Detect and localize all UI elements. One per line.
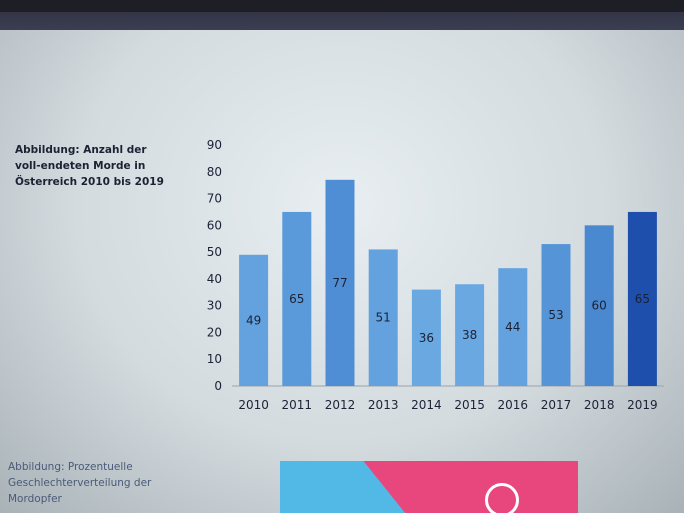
data-label-2018: 60 bbox=[592, 299, 607, 313]
data-label-2016: 44 bbox=[505, 320, 520, 334]
y-tick-label: 60 bbox=[207, 218, 222, 232]
x-tick-label: 2013 bbox=[368, 398, 399, 412]
graphic-pink-area bbox=[363, 461, 578, 513]
x-tick-label: 2011 bbox=[282, 398, 313, 412]
data-label-2013: 51 bbox=[376, 311, 391, 325]
y-tick-label: 20 bbox=[207, 325, 222, 339]
bar-2018 bbox=[584, 225, 614, 386]
top-band bbox=[0, 0, 684, 12]
bar-2010 bbox=[239, 254, 269, 386]
x-tick-label: 2015 bbox=[454, 398, 485, 412]
gender-distribution-graphic bbox=[280, 461, 578, 513]
y-tick-label: 90 bbox=[207, 138, 222, 152]
bar-2015 bbox=[455, 284, 485, 386]
data-label-2012: 77 bbox=[332, 276, 347, 290]
female-symbol-icon bbox=[485, 483, 519, 513]
second-chart-caption: Abbildung: Prozentuelle Geschlechtervert… bbox=[8, 461, 152, 505]
y-tick-label: 80 bbox=[207, 165, 222, 179]
data-label-2011: 65 bbox=[289, 292, 304, 306]
x-tick-label: 2018 bbox=[584, 398, 615, 412]
data-label-2010: 49 bbox=[246, 313, 261, 327]
bar-2019 bbox=[627, 211, 657, 386]
bar-2013 bbox=[368, 249, 398, 386]
y-tick-label: 70 bbox=[207, 192, 222, 206]
y-tick-label: 0 bbox=[214, 379, 222, 393]
data-label-2014: 36 bbox=[419, 331, 434, 345]
bar-2017 bbox=[541, 244, 571, 386]
bar-2014 bbox=[411, 289, 441, 386]
x-tick-label: 2012 bbox=[325, 398, 356, 412]
bar-2011 bbox=[282, 211, 312, 386]
chart-caption: Abbildung: Anzahl der voll-endeten Morde… bbox=[15, 144, 164, 188]
x-tick-label: 2017 bbox=[541, 398, 572, 412]
data-label-2019: 65 bbox=[635, 292, 650, 306]
y-tick-label: 50 bbox=[207, 245, 222, 259]
bar-2012 bbox=[325, 179, 355, 386]
bar-2016 bbox=[498, 268, 528, 386]
data-label-2017: 53 bbox=[548, 308, 563, 322]
y-tick-label: 10 bbox=[207, 352, 222, 366]
x-tick-label: 2016 bbox=[498, 398, 529, 412]
x-tick-label: 2014 bbox=[411, 398, 442, 412]
y-tick-label: 40 bbox=[207, 272, 222, 286]
y-tick-label: 30 bbox=[207, 299, 222, 313]
x-tick-label: 2010 bbox=[238, 398, 269, 412]
data-label-2015: 38 bbox=[462, 328, 477, 342]
x-tick-label: 2019 bbox=[627, 398, 658, 412]
